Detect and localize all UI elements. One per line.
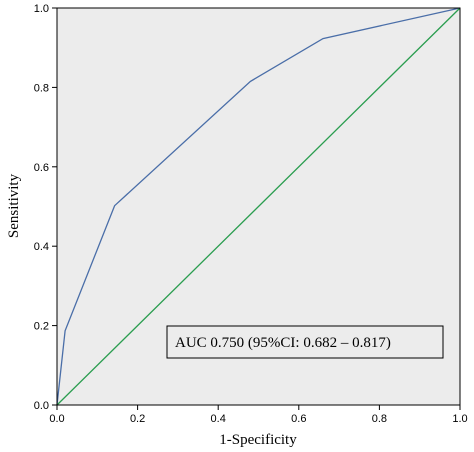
plot-frame — [56, 7, 461, 406]
x-tick-label: 0.8 — [372, 413, 387, 425]
roc-curve-line — [56, 7, 461, 406]
y-axis-title: Sensitivity — [6, 173, 22, 238]
y-tick-label: 0.8 — [34, 82, 49, 94]
x-tick-label: 0.6 — [291, 413, 306, 425]
auc-annotation-box — [166, 325, 444, 359]
series-layer — [56, 7, 461, 406]
x-axis-title: 1-Specificity — [219, 432, 297, 448]
y-axis-ticks: 0.0 0.2 0.4 0.6 0.8 1.0 — [34, 3, 57, 412]
x-axis-ticks: 0.0 0.2 0.4 0.6 0.8 1.0 — [49, 405, 468, 425]
y-tick-label: 0.0 — [34, 400, 49, 412]
x-tick-label: 1.0 — [452, 413, 467, 425]
y-tick-label: 1.0 — [34, 3, 49, 15]
y-tick-label: 0.6 — [34, 162, 49, 174]
x-tick-label: 0.4 — [211, 413, 226, 425]
x-tick-label: 0.2 — [130, 413, 145, 425]
y-tick-label: 0.2 — [34, 321, 49, 333]
y-tick-label: 0.4 — [34, 241, 49, 253]
auc-annotation-text: AUC 0.750 (95%CI: 0.682 – 0.817) — [175, 335, 391, 351]
reference-diagonal-line — [56, 7, 461, 406]
x-tick-label: 0.0 — [49, 413, 64, 425]
